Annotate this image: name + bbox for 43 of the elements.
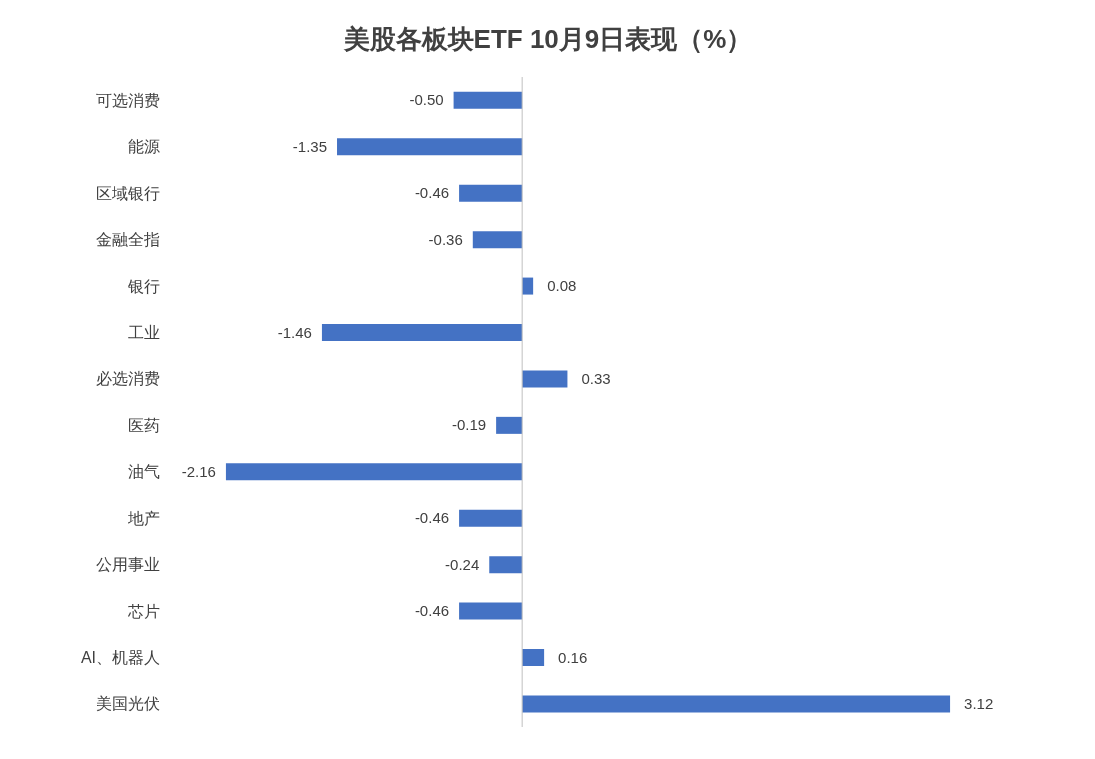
y-tick-label: 工业 (128, 324, 160, 342)
data-label: -1.35 (292, 137, 328, 155)
y-tick-label: 银行 (127, 277, 160, 295)
y-tick-label: 可选消费 (96, 91, 160, 109)
y-tick-label: AI、机器人 (80, 649, 160, 667)
bar (459, 509, 523, 527)
bar (522, 370, 568, 388)
data-label: -1.46 (277, 323, 312, 341)
y-tick-label: 金融全指 (96, 231, 160, 249)
y-tick-label: 芯片 (127, 602, 160, 620)
y-tick-label: 医药 (128, 416, 160, 434)
bar (337, 138, 523, 156)
bar (225, 463, 523, 481)
bar (321, 324, 523, 341)
data-label: 0.16 (558, 648, 588, 666)
data-label: -0.19 (451, 416, 487, 434)
data-label: -0.24 (445, 555, 480, 573)
y-tick-label: 必选消费 (96, 370, 160, 388)
y-tick-label: 区域银行 (96, 184, 160, 202)
bar (522, 649, 545, 666)
data-label: -0.36 (428, 230, 463, 248)
y-tick-label: 油气 (128, 463, 160, 481)
chart-title: 美股各板块ETF 10月9日表现（%） (342, 23, 754, 56)
bar (522, 277, 534, 295)
y-tick-label: 地产 (127, 509, 160, 527)
bar (459, 184, 523, 202)
bar (453, 91, 523, 109)
bar (522, 695, 951, 713)
data-label: -0.46 (414, 602, 450, 620)
bar (472, 231, 523, 249)
data-label: 0.33 (581, 369, 611, 387)
data-label: -0.46 (414, 509, 450, 527)
y-tick-label: 能源 (128, 138, 160, 156)
data-label: -2.16 (181, 462, 216, 480)
bar (489, 556, 523, 574)
y-tick-label: 公用事业 (96, 556, 160, 574)
bar (496, 416, 523, 434)
data-label: 0.08 (547, 277, 577, 295)
data-label: 3.12 (964, 694, 994, 712)
bar (459, 602, 523, 620)
y-tick-label: 美国光伏 (96, 695, 160, 713)
data-label: -0.50 (409, 91, 444, 109)
data-label: -0.46 (414, 184, 450, 202)
